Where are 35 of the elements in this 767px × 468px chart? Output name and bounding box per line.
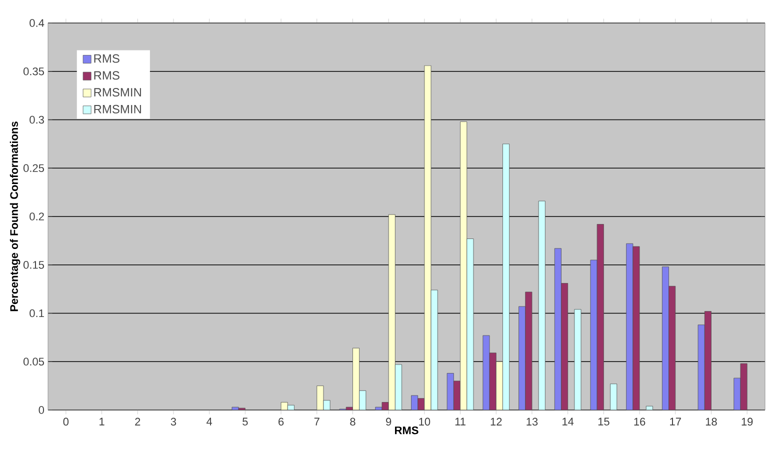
- legend-label: RMSMIN: [94, 104, 141, 114]
- y-tick-label: 0.35: [23, 67, 44, 76]
- x-tick-label: 18: [706, 418, 717, 426]
- legend-label: RMS: [94, 71, 120, 80]
- x-tick-label: 17: [670, 418, 681, 426]
- y-tick-label: 0.4: [30, 19, 44, 27]
- y-tick-label: 0.1: [30, 309, 44, 318]
- y-tick-label: 0.25: [23, 164, 44, 172]
- x-tick-label: 3: [170, 418, 176, 426]
- x-tick-label: 14: [562, 418, 574, 426]
- legend-label: RMS: [94, 54, 120, 63]
- y-tick-label: 0.2: [30, 212, 44, 220]
- x-tick-label: 15: [598, 418, 610, 426]
- x-tick-label: 12: [490, 418, 502, 426]
- x-tick-label: 19: [742, 418, 753, 426]
- x-tick-label: 11: [455, 418, 466, 426]
- x-tick-label: 9: [386, 418, 392, 426]
- x-tick-label: 0: [63, 418, 69, 426]
- x-tick-label: 10: [419, 418, 430, 426]
- x-tick-label: 8: [350, 418, 356, 426]
- x-tick-label: 1: [100, 418, 104, 426]
- y-tick-label: 0.3: [30, 116, 44, 124]
- x-tick-label: 13: [526, 418, 538, 426]
- x-tick-label: 4: [206, 418, 212, 426]
- x-tick-label: 2: [135, 418, 140, 426]
- legend-label: RMSMIN: [94, 88, 141, 97]
- y-tick-label: 0.15: [23, 260, 44, 269]
- y-tick-label: 0: [38, 406, 44, 414]
- x-tick-label: 7: [314, 418, 320, 426]
- y-tick-label: 0.05: [23, 358, 44, 366]
- x-tick-label: 5: [242, 418, 248, 426]
- x-axis-title: RMS: [395, 426, 418, 434]
- x-tick-label: 16: [634, 418, 646, 426]
- x-tick-label: 6: [278, 418, 284, 426]
- y-axis-title: Percentage of Found Conformations: [10, 122, 20, 312]
